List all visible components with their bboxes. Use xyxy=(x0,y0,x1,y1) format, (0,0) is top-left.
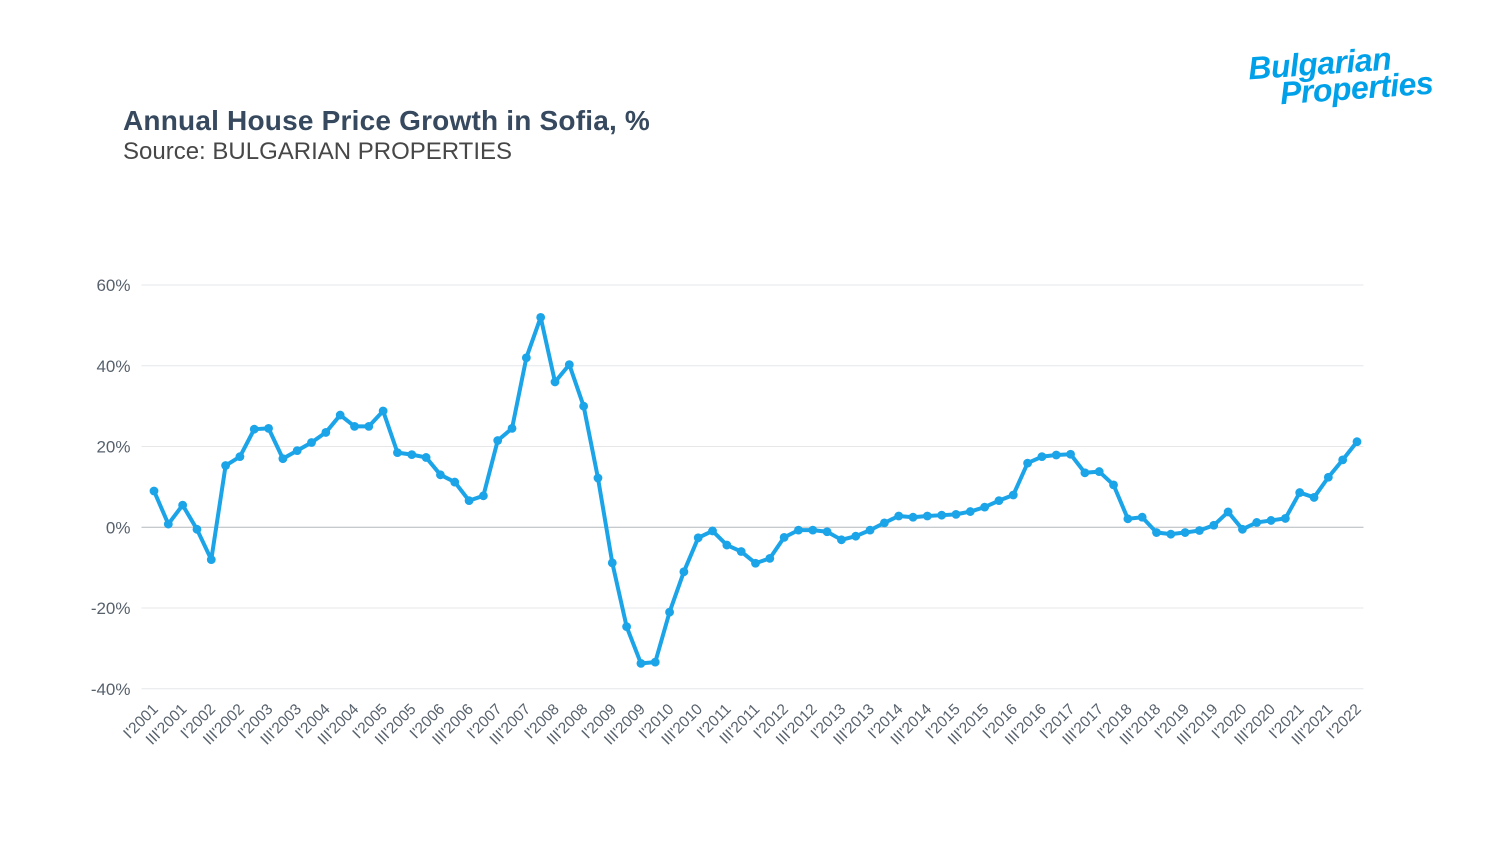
data-point xyxy=(1094,467,1104,476)
data-point xyxy=(1166,529,1176,539)
data-point xyxy=(1338,455,1348,465)
y-axis-tick-label: 60% xyxy=(96,276,130,295)
data-point xyxy=(192,524,202,534)
data-point xyxy=(679,567,689,577)
y-axis-tick-label: 40% xyxy=(96,357,130,376)
data-point xyxy=(980,502,990,512)
data-point xyxy=(1209,520,1219,530)
data-point xyxy=(564,360,574,369)
data-point xyxy=(550,377,560,387)
data-point xyxy=(321,428,331,437)
data-point xyxy=(206,555,216,564)
data-point xyxy=(436,470,445,480)
data-point xyxy=(822,527,832,537)
data-point xyxy=(221,461,231,470)
data-point xyxy=(521,353,531,363)
data-point xyxy=(292,446,302,455)
data-point xyxy=(1037,452,1047,462)
data-point xyxy=(1352,437,1362,447)
data-point xyxy=(407,450,417,460)
data-point xyxy=(450,477,460,487)
data-point xyxy=(879,518,889,528)
data-point xyxy=(278,454,288,464)
data-point xyxy=(1109,480,1118,490)
data-point xyxy=(693,533,703,543)
data-point xyxy=(607,558,617,568)
data-point xyxy=(736,547,746,556)
data-point xyxy=(1152,528,1161,537)
data-point xyxy=(1323,472,1333,482)
data-point xyxy=(593,473,603,483)
data-point xyxy=(350,421,359,431)
data-point xyxy=(894,511,904,521)
data-point xyxy=(307,438,316,447)
data-point xyxy=(478,491,488,501)
data-point xyxy=(1137,512,1147,522)
data-point xyxy=(1266,516,1276,525)
data-point xyxy=(708,526,717,536)
data-point xyxy=(1195,526,1204,535)
data-point xyxy=(765,553,775,563)
data-point xyxy=(1123,514,1133,524)
data-point xyxy=(364,421,374,431)
data-point xyxy=(794,525,803,535)
data-point xyxy=(378,406,388,416)
source-subtitle: Source: BULGARIAN PROPERTIES xyxy=(123,138,513,165)
data-point xyxy=(665,607,674,617)
data-point xyxy=(1066,449,1075,459)
data-point xyxy=(1008,490,1018,500)
data-point xyxy=(1051,450,1061,460)
data-point xyxy=(536,312,546,322)
data-point xyxy=(1238,524,1247,534)
data-point xyxy=(751,558,760,568)
data-point xyxy=(1295,488,1305,497)
data-point xyxy=(851,531,861,541)
data-point xyxy=(464,496,474,506)
data-point xyxy=(722,540,732,550)
data-point xyxy=(1180,528,1190,537)
data-point xyxy=(622,622,632,632)
y-axis-tick-label: -40% xyxy=(91,680,131,699)
data-point xyxy=(178,500,188,510)
data-point xyxy=(507,423,517,433)
data-point xyxy=(994,496,1004,506)
data-point xyxy=(1080,468,1090,478)
data-point xyxy=(163,519,173,529)
data-point xyxy=(264,423,273,433)
data-point xyxy=(1252,518,1262,527)
data-point xyxy=(335,410,345,420)
data-point xyxy=(650,657,660,667)
data-point xyxy=(922,511,932,521)
data-point xyxy=(636,658,646,668)
data-point xyxy=(149,486,159,496)
data-point xyxy=(951,509,961,519)
data-point xyxy=(249,424,259,434)
data-point xyxy=(965,507,975,516)
y-axis-tick-label: -20% xyxy=(91,599,131,618)
series-line xyxy=(152,315,1359,666)
y-axis-tick-label: 20% xyxy=(96,438,130,457)
data-point xyxy=(1023,458,1033,468)
data-point xyxy=(235,452,245,462)
data-point xyxy=(779,532,789,542)
data-point xyxy=(865,525,875,535)
data-point xyxy=(837,535,846,545)
data-point xyxy=(1223,507,1233,517)
data-point xyxy=(908,512,918,522)
data-point xyxy=(937,510,947,520)
y-axis-tick-label: 0% xyxy=(106,518,131,537)
data-point xyxy=(808,525,818,535)
data-point xyxy=(493,436,503,445)
data-point xyxy=(579,401,589,411)
data-point xyxy=(1309,493,1319,502)
data-point xyxy=(1280,514,1290,523)
data-point xyxy=(393,448,402,458)
page-title: Annual House Price Growth in Sofia, % xyxy=(123,104,651,136)
data-point xyxy=(421,453,431,462)
